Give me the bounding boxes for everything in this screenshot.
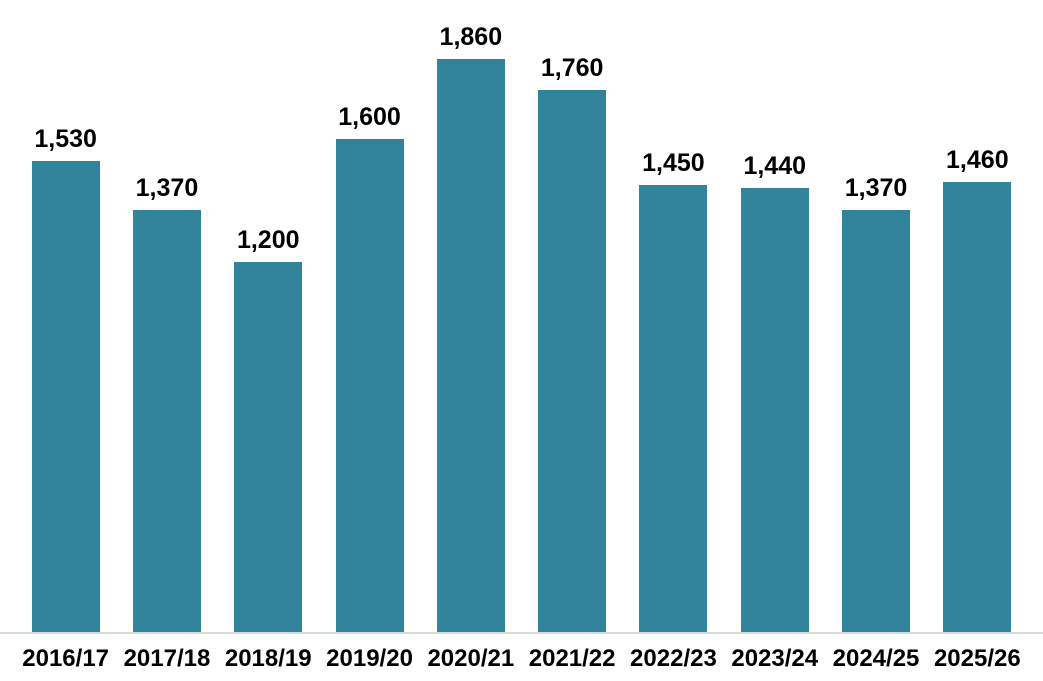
bar-column: 1,860	[420, 25, 521, 632]
bar-value-label: 1,600	[338, 103, 401, 131]
x-axis-tick-label: 2017/18	[123, 644, 211, 672]
bar-column: 1,460	[927, 148, 1028, 632]
bar-column: 1,450	[623, 151, 724, 632]
x-axis-tick-label: 2019/20	[326, 644, 413, 672]
x-axis-tick-label: 2022/23	[630, 644, 717, 672]
bar	[842, 210, 911, 632]
bar	[436, 59, 505, 632]
bar-column: 1,370	[825, 176, 926, 632]
bar-column: 1,370	[116, 176, 217, 632]
x-axis-tick-label: 2024/25	[832, 644, 920, 672]
bar-value-label: 1,370	[844, 174, 908, 202]
bar	[234, 262, 303, 632]
bar-value-label: 1,530	[34, 125, 97, 153]
x-axis-tick-label: 2020/21	[427, 644, 515, 672]
plot-area: 1,530 1,370 1,200 1,600 1,860 1,760 1,450 1,440…	[15, 0, 1028, 632]
x-axis-labels: 2016/17 2017/18 2018/19 2019/20 2020/21 2021/…	[15, 636, 1028, 681]
bar-value-label: 1,460	[946, 146, 1009, 174]
bar-value-label: 1,450	[642, 149, 705, 177]
x-axis-tick-label: 2023/24	[731, 644, 819, 672]
x-axis-tick-label: 2021/22	[528, 644, 616, 672]
bar-value-label: 1,370	[135, 174, 199, 202]
bar-column: 1,760	[521, 56, 622, 632]
x-axis-tick-label: 2018/19	[224, 644, 312, 672]
x-axis-tick-label: 2025/26	[933, 644, 1021, 672]
x-axis-tick-label: 2016/17	[22, 644, 110, 672]
bar	[639, 185, 708, 632]
bar-value-label: 1,440	[743, 152, 806, 180]
bar	[132, 210, 201, 632]
bar-value-label: 1,860	[439, 23, 503, 51]
x-axis-line	[0, 632, 1043, 634]
bar	[943, 182, 1012, 632]
bar	[538, 90, 607, 632]
bar	[31, 161, 100, 632]
bar-column: 1,200	[218, 228, 319, 632]
bar-value-label: 1,200	[236, 226, 300, 254]
bar-value-label: 1,760	[540, 54, 604, 82]
bar-column: 1,530	[15, 127, 116, 632]
bar	[335, 139, 404, 632]
bar	[740, 188, 809, 632]
bar-column: 1,440	[724, 154, 825, 632]
bar-column: 1,600	[319, 105, 420, 632]
